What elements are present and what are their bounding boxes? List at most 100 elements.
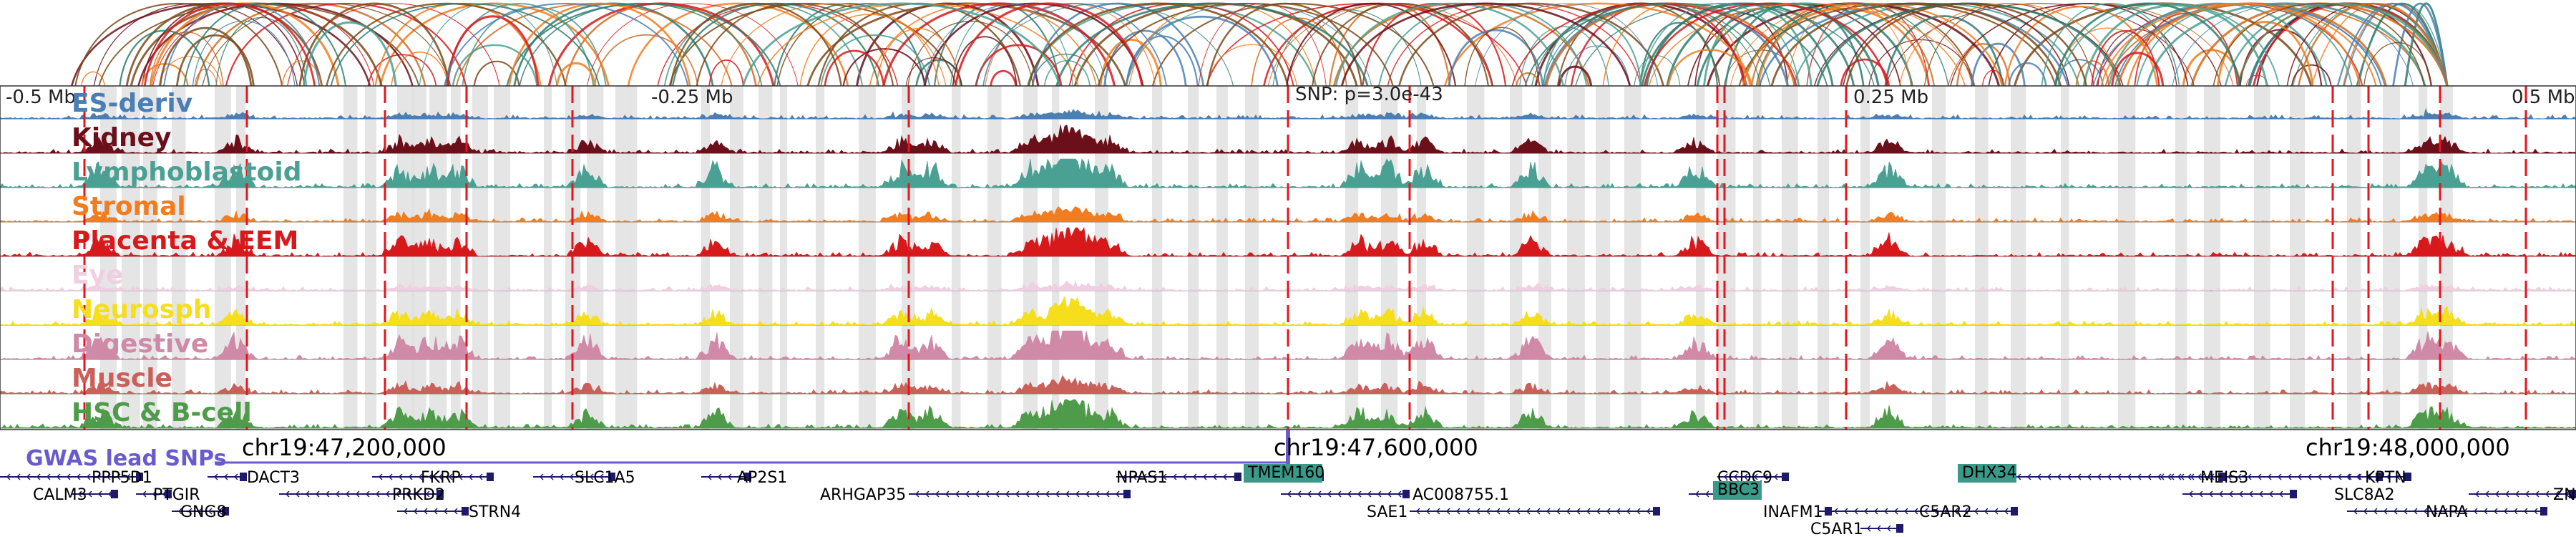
- strand-arrow: [1035, 490, 1040, 498]
- loop-arc: [696, 2, 894, 87]
- strand-arrow: [2057, 473, 2062, 480]
- strand-arrow: [1753, 473, 1758, 480]
- snp-pvalue-label: SNP: p=3.0e-43: [1295, 84, 1443, 105]
- strand-arrow: [2170, 473, 2175, 480]
- loop-arc: [1464, 26, 1541, 87]
- loop-arc: [2356, 2, 2449, 87]
- strand-arrow: [1387, 490, 1392, 498]
- strand-arrow: [1886, 525, 1891, 532]
- strand-arrow: [425, 490, 430, 498]
- strand-arrow: [97, 490, 102, 498]
- strand-arrow: [1863, 508, 1868, 515]
- highlight-band: [2290, 86, 2306, 430]
- gene-strn4: STRN4: [397, 503, 521, 521]
- loop-arc: [2041, 3, 2180, 87]
- highlight-band: [365, 86, 376, 430]
- loop-arc: [1840, 58, 1890, 87]
- strand-arrow: [2026, 473, 2031, 480]
- strand-arrow: [549, 473, 554, 480]
- chromatin-loop-arcs: [70, 2, 2449, 87]
- highlight-band: [1538, 86, 1551, 430]
- gwas-lead-snp-marker: [1286, 430, 1290, 464]
- strand-arrow: [1357, 490, 1362, 498]
- strand-arrow: [16, 473, 21, 480]
- strand-arrow: [398, 473, 403, 480]
- strand-arrow: [355, 490, 360, 498]
- strand-arrow: [395, 490, 400, 498]
- loop-arc: [1043, 60, 1091, 87]
- gene-ppp5d1: PPP5D1: [0, 469, 152, 487]
- strand-arrow: [2307, 473, 2312, 480]
- strand-arrow: [1496, 508, 1501, 515]
- strand-arrow: [2188, 490, 2193, 498]
- highlight-band: [2383, 86, 2401, 430]
- strand-arrow: [1465, 508, 1470, 515]
- loop-arc: [508, 2, 691, 87]
- strand-arrow: [2087, 473, 2092, 480]
- strand-arrow: [86, 473, 91, 480]
- strand-arrow: [2016, 473, 2021, 480]
- strand-arrow: [335, 490, 340, 498]
- strand-arrow: [305, 490, 310, 498]
- gene-label: TMEM160: [1247, 464, 1324, 482]
- loop-arc: [2008, 62, 2047, 87]
- strand-arrow: [737, 473, 742, 480]
- distance-label-minus-0-5: -0.5 Mb: [6, 87, 76, 108]
- gene-arhgap35: ARHGAP35: [820, 486, 1131, 504]
- gene-label: BBC3: [1717, 481, 1760, 499]
- highlight-band: [615, 86, 630, 430]
- gene-fkrp: FKRP: [372, 469, 494, 487]
- strand-arrow: [1192, 473, 1197, 480]
- strand-arrow: [1506, 508, 1511, 515]
- loop-arc: [298, 2, 450, 87]
- loop-arc: [367, 54, 437, 87]
- gene-label: INAFM1: [1763, 503, 1823, 521]
- strand-arrow: [1425, 508, 1430, 515]
- gene-label: AP2S1: [737, 469, 787, 487]
- strand-arrow: [2493, 508, 2498, 515]
- highlight-band: [1818, 86, 1830, 430]
- loop-arc: [70, 2, 371, 87]
- gene-kptn: KPTN: [2340, 469, 2411, 487]
- loop-arc: [1099, 38, 1162, 87]
- exon-block: [2569, 490, 2576, 498]
- strand-arrow: [1095, 490, 1100, 498]
- strand-arrow: [1347, 490, 1352, 498]
- loop-arc: [2082, 4, 2268, 87]
- loop-arc: [202, 3, 452, 87]
- exon-block: [436, 490, 444, 498]
- loop-arc: [1742, 2, 2004, 87]
- strand-arrow: [2523, 508, 2528, 515]
- strand-arrow: [2147, 473, 2152, 480]
- highlight-band: [816, 86, 825, 430]
- strand-arrow: [955, 490, 960, 498]
- loop-arc: [1786, 3, 1911, 87]
- highlight-band: [701, 86, 710, 430]
- exon-block: [2540, 507, 2547, 516]
- strand-arrow: [1606, 508, 1611, 515]
- strand-arrow: [2545, 490, 2550, 498]
- exon-block: [1402, 490, 1410, 498]
- loop-arc: [799, 14, 940, 87]
- loop-arc: [2108, 2, 2328, 87]
- strand-arrow: [1172, 473, 1177, 480]
- loop-arc: [2075, 60, 2109, 87]
- highlight-band: [343, 86, 358, 430]
- loop-arc: [1643, 2, 1889, 87]
- loop-arc: [2216, 21, 2314, 87]
- gene-zn: ZN: [2469, 486, 2576, 504]
- strand-arrow: [1415, 508, 1420, 515]
- strand-arrow: [2160, 473, 2165, 480]
- strand-arrow: [1994, 508, 1999, 515]
- exon-block: [608, 473, 615, 481]
- strand-arrow: [2346, 473, 2351, 480]
- loop-arc: [1125, 16, 1279, 87]
- strand-arrow: [107, 490, 112, 498]
- loop-arc: [1097, 2, 1394, 87]
- loop-arc: [183, 3, 346, 87]
- loop-arc: [1286, 3, 1457, 87]
- loop-arc: [721, 3, 947, 87]
- highlight-band: [2204, 86, 2220, 430]
- exon-block: [222, 507, 229, 516]
- strand-arrow: [2473, 508, 2478, 515]
